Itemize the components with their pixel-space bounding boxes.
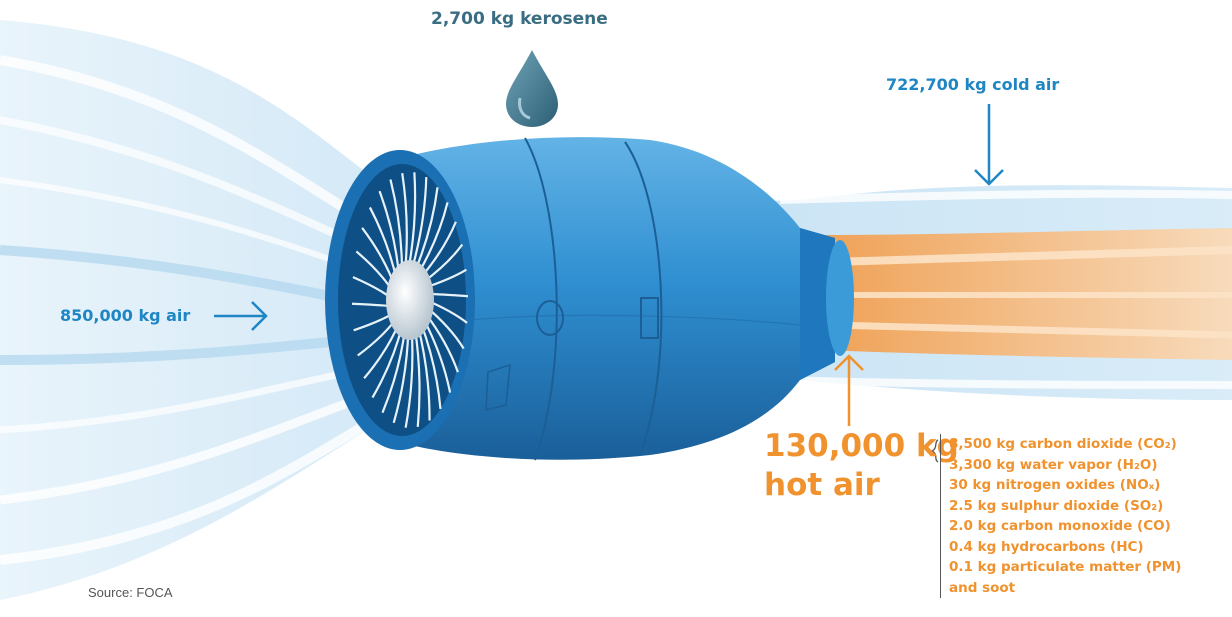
cold-air-label: 722,700 kg cold air <box>886 75 1060 94</box>
source-caption: Source: FOCA <box>88 585 173 600</box>
spinner <box>386 260 434 340</box>
emission-item: 30 kg nitrogen oxides (NOₓ) <box>949 477 1161 493</box>
arrow-right-icon <box>214 301 268 331</box>
emission-item: 2.0 kg carbon monoxide (CO) <box>949 518 1171 534</box>
brace-icon <box>930 439 939 463</box>
emission-item: 0.4 kg hydrocarbons (HC) <box>949 538 1144 555</box>
emissions-list: 8,500 kg carbon dioxide (CO₂) 3,300 kg w… <box>940 434 1232 598</box>
kerosene-label: 2,700 kg kerosene <box>431 9 608 29</box>
emission-item: and soot <box>949 579 1016 596</box>
hot-air-amount: 130,000 kg <box>764 428 959 464</box>
hot-air-label: hot air <box>764 467 880 503</box>
arrow-up-icon <box>834 354 864 426</box>
emission-item: 0.1 kg particulate matter (PM) <box>949 559 1182 575</box>
emission-item: 3,300 kg water vapor (H₂O) <box>949 456 1158 473</box>
arrow-down-icon <box>974 104 1004 186</box>
intake-air-label: 850,000 kg air <box>60 306 191 325</box>
exhaust-plume <box>820 228 1232 360</box>
emission-item: 2.5 kg sulphur dioxide (SO₂) <box>949 497 1164 514</box>
fuel-drop-icon <box>506 50 558 127</box>
emission-item: 8,500 kg carbon dioxide (CO₂) <box>949 436 1177 452</box>
